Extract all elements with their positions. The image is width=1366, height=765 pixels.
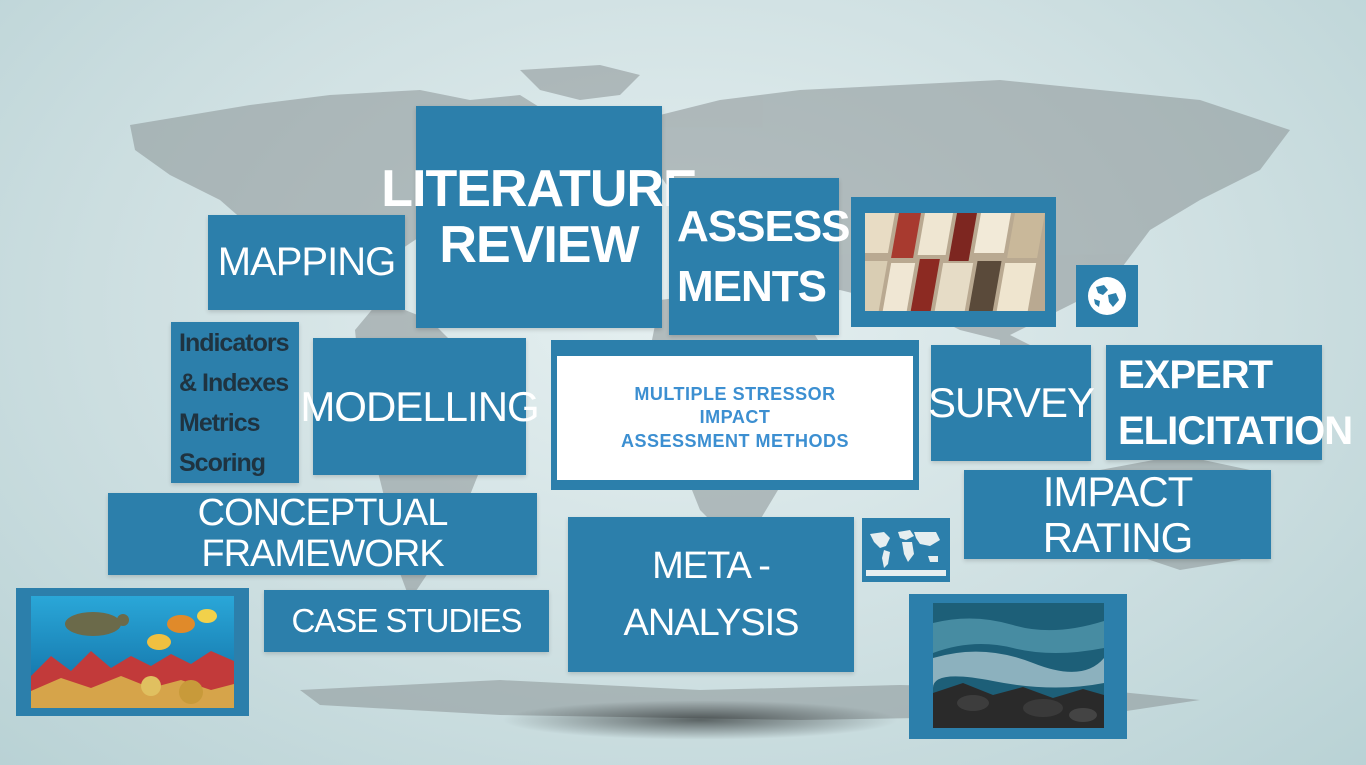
coral-reef-image bbox=[31, 596, 234, 708]
world-map-thumbnail-image bbox=[866, 524, 946, 576]
impact-rating-tile[interactable]: IMPACT RATING bbox=[964, 468, 1271, 561]
books-image bbox=[865, 213, 1045, 311]
globe-icon[interactable] bbox=[1076, 265, 1138, 327]
books-photo[interactable] bbox=[851, 197, 1056, 327]
impact-rating-label: IMPACT RATING bbox=[1042, 468, 1194, 561]
indicators-tile[interactable]: Indicators & Indexes Metrics Scoring bbox=[171, 322, 299, 483]
mapping-label: MAPPING bbox=[217, 239, 396, 284]
coral-reef-photo[interactable] bbox=[16, 588, 249, 716]
globe-glyph bbox=[1088, 277, 1126, 315]
modelling-label: MODELLING bbox=[300, 382, 539, 430]
center-title-card[interactable]: MULTIPLE STRESSOR IMPACT ASSESSMENT METH… bbox=[551, 340, 919, 490]
conceptual-framework-tile[interactable]: CONCEPTUAL FRAMEWORK bbox=[108, 491, 537, 575]
literature-review-tile[interactable]: LITERATURE REVIEW bbox=[381, 106, 698, 328]
rocky-shore-photo[interactable] bbox=[909, 594, 1127, 739]
assessments-tile[interactable]: ASSESS- MENTS bbox=[669, 178, 864, 335]
survey-tile[interactable]: SURVEY bbox=[928, 345, 1095, 461]
floor-shadow bbox=[500, 700, 900, 740]
survey-label: SURVEY bbox=[928, 379, 1095, 427]
modelling-tile[interactable]: MODELLING bbox=[300, 338, 540, 475]
meta-analysis-label: META - ANALYSIS bbox=[623, 544, 799, 644]
expert-elicitation-label: EXPERT ELICITATION bbox=[1118, 352, 1353, 453]
meta-analysis-tile[interactable]: META - ANALYSIS bbox=[568, 517, 854, 672]
assessments-label: ASSESS- MENTS bbox=[677, 202, 864, 311]
case-studies-tile[interactable]: CASE STUDIES bbox=[264, 590, 549, 652]
mapping-tile[interactable]: MAPPING bbox=[208, 215, 405, 310]
world-map-thumbnail[interactable] bbox=[862, 518, 950, 582]
case-studies-label: CASE STUDIES bbox=[291, 602, 522, 640]
expert-elicitation-tile[interactable]: EXPERT ELICITATION bbox=[1106, 345, 1353, 460]
rocky-shore-image bbox=[933, 603, 1104, 728]
conceptual-framework-label: CONCEPTUAL FRAMEWORK bbox=[197, 491, 449, 575]
indicators-label: Indicators & Indexes Metrics Scoring bbox=[179, 328, 289, 477]
literature-review-label: LITERATURE REVIEW bbox=[381, 159, 697, 274]
center-title: MULTIPLE STRESSOR IMPACT ASSESSMENT METH… bbox=[620, 383, 850, 451]
center-title-panel: MULTIPLE STRESSOR IMPACT ASSESSMENT METH… bbox=[557, 356, 913, 480]
